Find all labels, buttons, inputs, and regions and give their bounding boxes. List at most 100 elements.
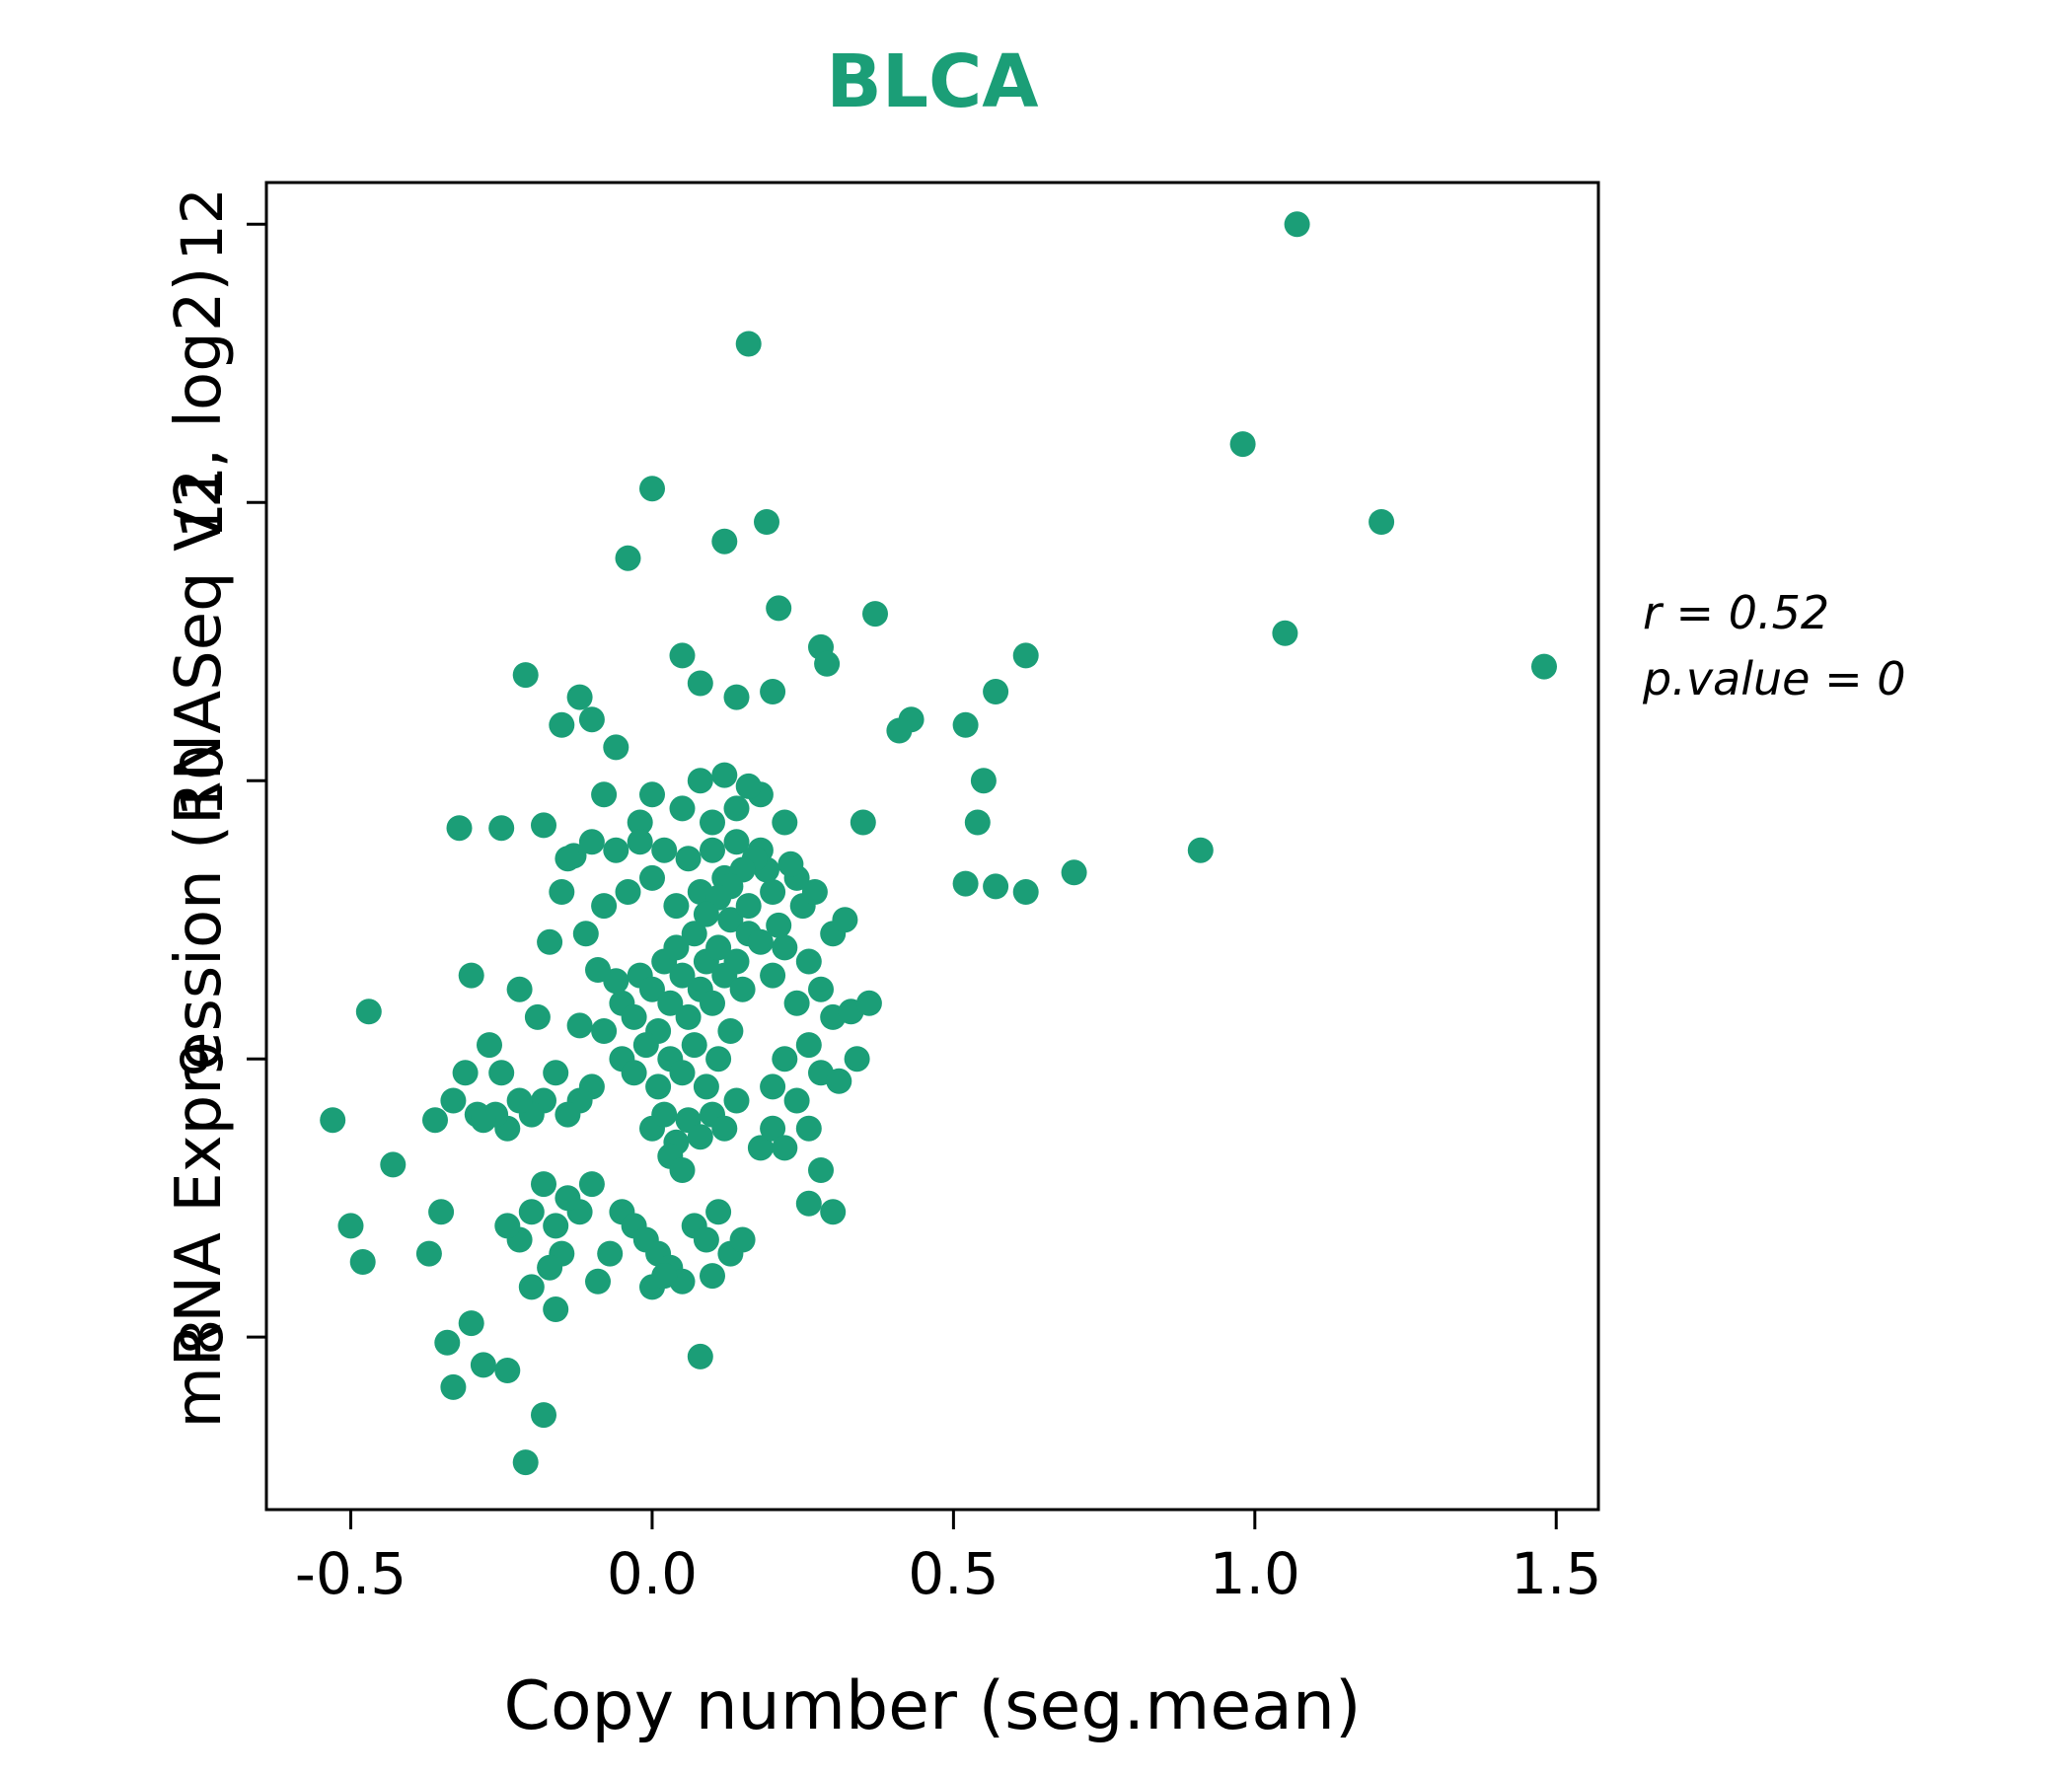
y-tick-label: 10 — [169, 744, 236, 817]
scatter-point — [700, 990, 725, 1016]
scatter-point — [760, 879, 786, 905]
scatter-point — [687, 1124, 713, 1150]
scatter-point — [591, 1018, 618, 1044]
scatter-point — [657, 990, 684, 1016]
scatter-point — [651, 1101, 678, 1128]
scatter-point — [506, 1087, 533, 1114]
scatter-point — [524, 1003, 551, 1030]
annotation-r-value: r = 0.52 — [1643, 586, 1830, 639]
scatter-point — [621, 1003, 647, 1030]
scatter-point — [693, 1073, 719, 1100]
scatter-point — [615, 545, 641, 571]
scatter-point — [585, 1268, 611, 1295]
scatter-point — [578, 1171, 605, 1198]
scatter-point — [705, 1046, 732, 1073]
scatter-point — [669, 962, 696, 989]
scatter-point — [669, 795, 696, 822]
scatter-point — [772, 809, 798, 836]
scatter-point — [820, 1199, 847, 1225]
scatter-point — [585, 957, 611, 983]
scatter-point — [470, 1107, 496, 1134]
x-tick-label: 0.5 — [908, 1540, 999, 1607]
scatter-point — [663, 893, 690, 920]
scatter-point — [760, 1115, 786, 1142]
scatter-point — [735, 773, 762, 799]
scatter-point — [844, 1046, 870, 1073]
scatter-point — [632, 1032, 659, 1059]
scatter-point — [711, 528, 738, 555]
scatter-point — [380, 1151, 407, 1178]
scatter-point — [795, 948, 822, 975]
scatter-point — [669, 1060, 696, 1086]
scatter-point — [651, 837, 678, 863]
scatter-point — [549, 711, 575, 738]
scatter-point — [488, 1060, 515, 1086]
scatter-point — [578, 829, 605, 855]
scatter-point — [458, 1310, 484, 1337]
scatter-point — [772, 1135, 798, 1161]
scatter-point — [531, 1402, 556, 1429]
x-axis-label: Copy number (seg.mean) — [503, 1667, 1362, 1745]
scatter-point — [494, 1358, 521, 1383]
scatter-point — [458, 962, 484, 989]
scatter-point — [440, 1373, 467, 1400]
scatter-point — [760, 1073, 786, 1100]
scatter-point — [832, 907, 858, 933]
scatter-point — [772, 1046, 798, 1073]
scatter-point — [826, 1068, 852, 1094]
scatter-point — [783, 990, 810, 1016]
scatter-point — [747, 928, 774, 955]
scatter-point — [723, 948, 750, 975]
scatter-point — [639, 864, 665, 891]
scatter-point — [572, 921, 599, 947]
scatter-point — [723, 684, 750, 710]
scatter-point — [627, 829, 653, 855]
x-tick-label: 1.0 — [1210, 1540, 1300, 1607]
scatter-point — [1284, 211, 1310, 238]
scatter-point — [452, 1060, 479, 1086]
scatter-point — [760, 962, 786, 989]
scatter-point — [754, 509, 779, 535]
scatter-point — [639, 976, 665, 1002]
scatter-point — [422, 1107, 448, 1134]
scatter-point — [723, 1087, 750, 1114]
scatter-point — [675, 846, 702, 872]
scatter-point — [772, 934, 798, 961]
scatter-point — [747, 1135, 774, 1161]
scatter-point — [687, 1343, 713, 1369]
scatter-point — [615, 879, 641, 905]
scatter-point — [970, 768, 997, 794]
y-tick-label: 9 — [169, 1041, 236, 1077]
scatter-point — [537, 928, 563, 955]
scatter-point — [766, 595, 792, 622]
scatter-point — [735, 331, 762, 357]
scatter-point — [555, 1185, 581, 1212]
y-tick-label: 8 — [169, 1319, 236, 1356]
scatter-point — [531, 1171, 556, 1198]
scatter-point — [814, 650, 841, 677]
scatter-point — [627, 809, 653, 836]
scatter-point — [531, 812, 556, 839]
scatter-point — [795, 1190, 822, 1217]
scatter-point — [735, 893, 762, 920]
scatter-point — [687, 768, 713, 794]
scatter-point — [651, 1263, 678, 1290]
scatter-point — [355, 999, 382, 1025]
scatter-point — [723, 829, 750, 855]
scatter-point — [801, 879, 828, 905]
scatter-point — [555, 846, 581, 872]
scatter-point — [952, 870, 979, 897]
scatter-point — [675, 1003, 702, 1030]
scatter-point — [477, 1032, 502, 1059]
chart-title: BLCA — [826, 39, 1039, 124]
correlation-annotation: r = 0.52 p.value = 0 — [1643, 580, 1906, 711]
scatter-point — [1012, 642, 1039, 669]
scatter-point — [566, 1012, 593, 1039]
scatter-point — [440, 1087, 467, 1114]
x-tick-label: -0.5 — [295, 1540, 407, 1607]
scatter-point — [349, 1249, 376, 1275]
scatter-point — [700, 809, 725, 836]
scatter-point — [711, 762, 738, 788]
scatter-point — [543, 1213, 569, 1239]
